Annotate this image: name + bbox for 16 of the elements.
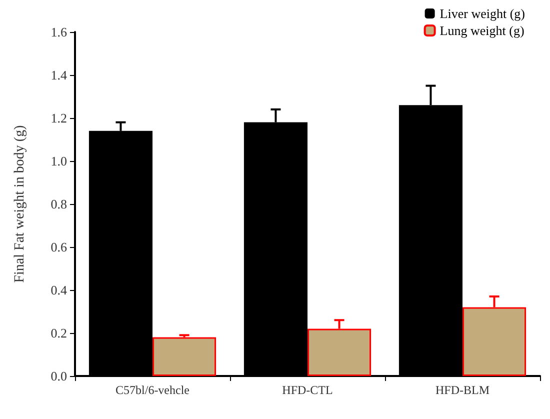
y-tick-label: 0.6 bbox=[50, 240, 68, 254]
y-axis-title: Final Fat weight in body (g) bbox=[12, 124, 28, 283]
legend-label: Lung weight (g) bbox=[440, 23, 524, 38]
y-tick-label: 1.6 bbox=[50, 24, 68, 40]
y-tick-label: 1.4 bbox=[50, 68, 68, 82]
bar bbox=[152, 337, 216, 376]
legend-label: Liver weight (g) bbox=[440, 6, 526, 21]
y-tick-label: 0.2 bbox=[50, 326, 67, 340]
x-tick-label: C57bl/6-vehcle bbox=[116, 383, 190, 397]
y-tick-label: 0.8 bbox=[50, 196, 67, 212]
x-tick-label: HFD-BLM bbox=[435, 383, 490, 397]
y-tick-label: 0.4 bbox=[50, 282, 68, 298]
y-tick-label: 0.0 bbox=[50, 368, 67, 384]
y-tick-label: 1.2 bbox=[50, 110, 67, 126]
y-tick-label: 1.0 bbox=[50, 154, 67, 168]
x-tick-label: HFD-CTL bbox=[282, 383, 333, 397]
